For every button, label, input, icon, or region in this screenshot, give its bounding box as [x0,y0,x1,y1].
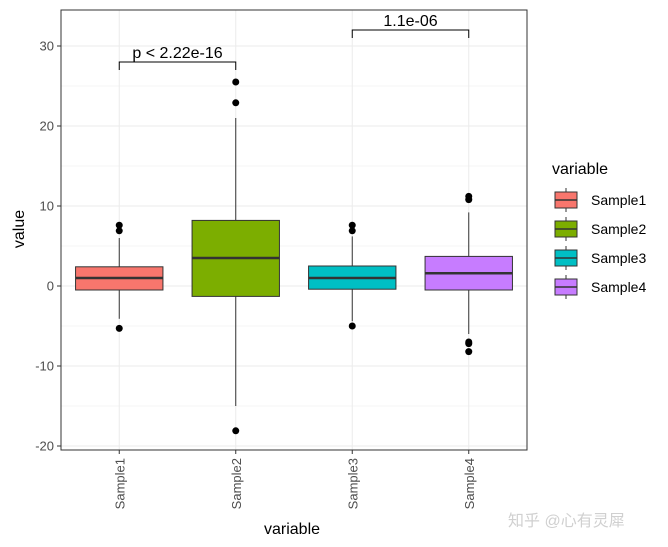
legend-label: Sample4 [591,279,646,295]
y-tick-label: 20 [40,119,54,134]
y-tick-label: 10 [40,199,54,214]
x-axis-title: variable [264,521,320,538]
y-tick-label: 30 [40,39,54,54]
outlier-point [232,427,240,435]
outlier-point [465,348,473,356]
y-tick-label: -10 [35,359,54,374]
outlier-point [465,338,473,346]
legend-item-sample1: Sample1 [554,188,646,212]
x-tick-label: Sample1 [112,458,127,509]
legend-title: variable [552,161,608,178]
box-sample2 [191,78,280,435]
significance-bracket: 1.1e-06 [351,13,470,38]
outlier-point [115,324,123,332]
x-tick-label: Sample2 [229,458,244,509]
significance-bracket: p < 2.22e-16 [118,45,237,70]
legend-label: Sample3 [591,250,646,266]
box-sample1 [75,221,164,332]
x-tick-label: Sample4 [462,458,477,509]
outlier-point [348,322,356,330]
axis-layer: -20 -10 0 10 20 30 Sample1 Sample2 Sample3 Sample… [35,39,477,510]
grid-layer [61,10,527,450]
legend-label: Sample1 [591,192,646,208]
p-value-label: p < 2.22e-16 [132,45,222,62]
outlier-point [115,227,123,235]
outlier-point [232,99,240,107]
outlier-point [232,78,240,86]
y-axis-title: value [11,210,28,248]
bracket-line [118,61,237,70]
x-tick-label: Sample3 [345,458,360,509]
legend: variable Sample1 Sample2 Sample3 Sample4 [552,161,646,299]
box-layer [75,78,513,435]
outlier-point [348,221,356,229]
plot-panel-border [60,9,528,451]
outlier-point [465,192,473,200]
legend-item-sample3: Sample3 [554,246,646,270]
legend-item-sample4: Sample4 [554,275,646,299]
significance-layer: p < 2.22e-16 1.1e-06 [118,13,470,70]
legend-label: Sample2 [591,221,646,237]
legend-item-sample2: Sample2 [554,217,646,241]
watermark: 知乎 @心有灵犀 [508,512,625,530]
box-sample4 [424,192,513,356]
outlier-point [115,221,123,229]
box-sample3 [308,221,397,330]
y-tick-label: -20 [35,439,54,454]
outlier-point [348,227,356,235]
y-tick-label: 0 [47,279,54,294]
p-value-label: 1.1e-06 [383,13,437,30]
bracket-line [351,29,470,38]
